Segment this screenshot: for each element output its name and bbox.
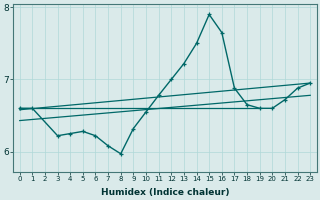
X-axis label: Humidex (Indice chaleur): Humidex (Indice chaleur) [101, 188, 229, 197]
